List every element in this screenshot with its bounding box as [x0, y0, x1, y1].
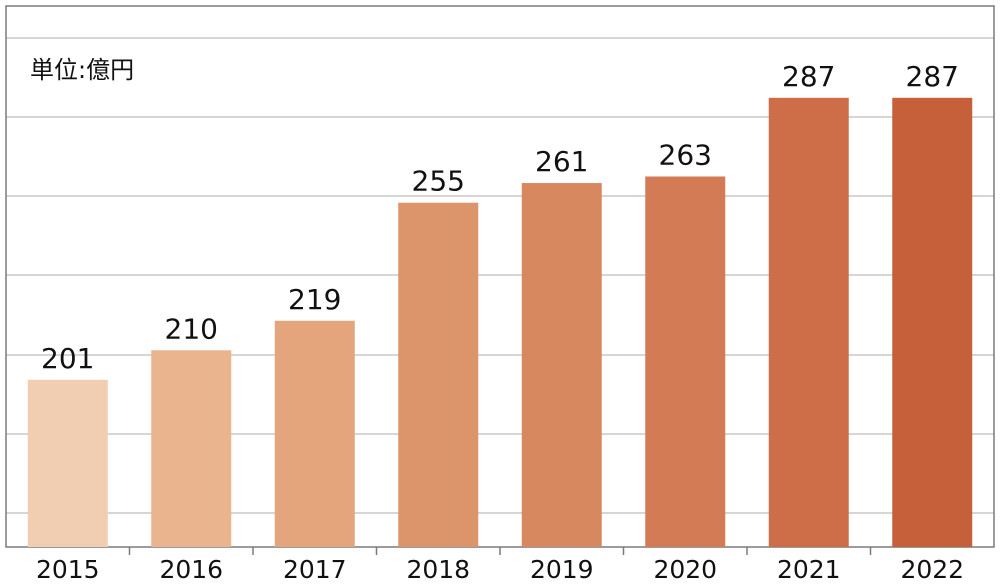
- bar-2019: [521, 183, 602, 547]
- bar-2015: [27, 379, 108, 547]
- x-tick-label-2021: 2021: [777, 555, 841, 583]
- x-tick-label-2017: 2017: [283, 555, 347, 583]
- x-tick-label-2019: 2019: [530, 555, 594, 583]
- bar-2021: [768, 97, 849, 547]
- x-tick-label-2020: 2020: [653, 555, 717, 583]
- value-label-2019: 261: [535, 145, 588, 178]
- x-tick-label-2022: 2022: [900, 555, 964, 583]
- value-label-2021: 287: [782, 60, 835, 93]
- value-label-2015: 201: [41, 342, 94, 375]
- value-label-2018: 255: [412, 165, 465, 198]
- value-label-2022: 287: [906, 60, 959, 93]
- unit-label: 単位:億円: [30, 56, 134, 84]
- value-labels: 201 210 219 255 261 263 287 287: [41, 60, 959, 375]
- x-tick-label-2015: 2015: [36, 555, 100, 583]
- bar-2018: [398, 202, 479, 547]
- bars: [27, 97, 973, 548]
- bar-2020: [645, 176, 726, 548]
- x-axis: 2015 2016 2017 2018 2019 2020 2021 2022: [36, 547, 964, 584]
- x-tick-label-2018: 2018: [406, 555, 470, 583]
- x-tick-label-2016: 2016: [159, 555, 223, 583]
- bar-2017: [274, 320, 355, 547]
- value-label-2017: 219: [288, 283, 341, 316]
- value-label-2020: 263: [659, 138, 712, 171]
- bar-2016: [151, 350, 232, 547]
- value-label-2016: 210: [165, 312, 218, 345]
- bar-2022: [892, 97, 973, 547]
